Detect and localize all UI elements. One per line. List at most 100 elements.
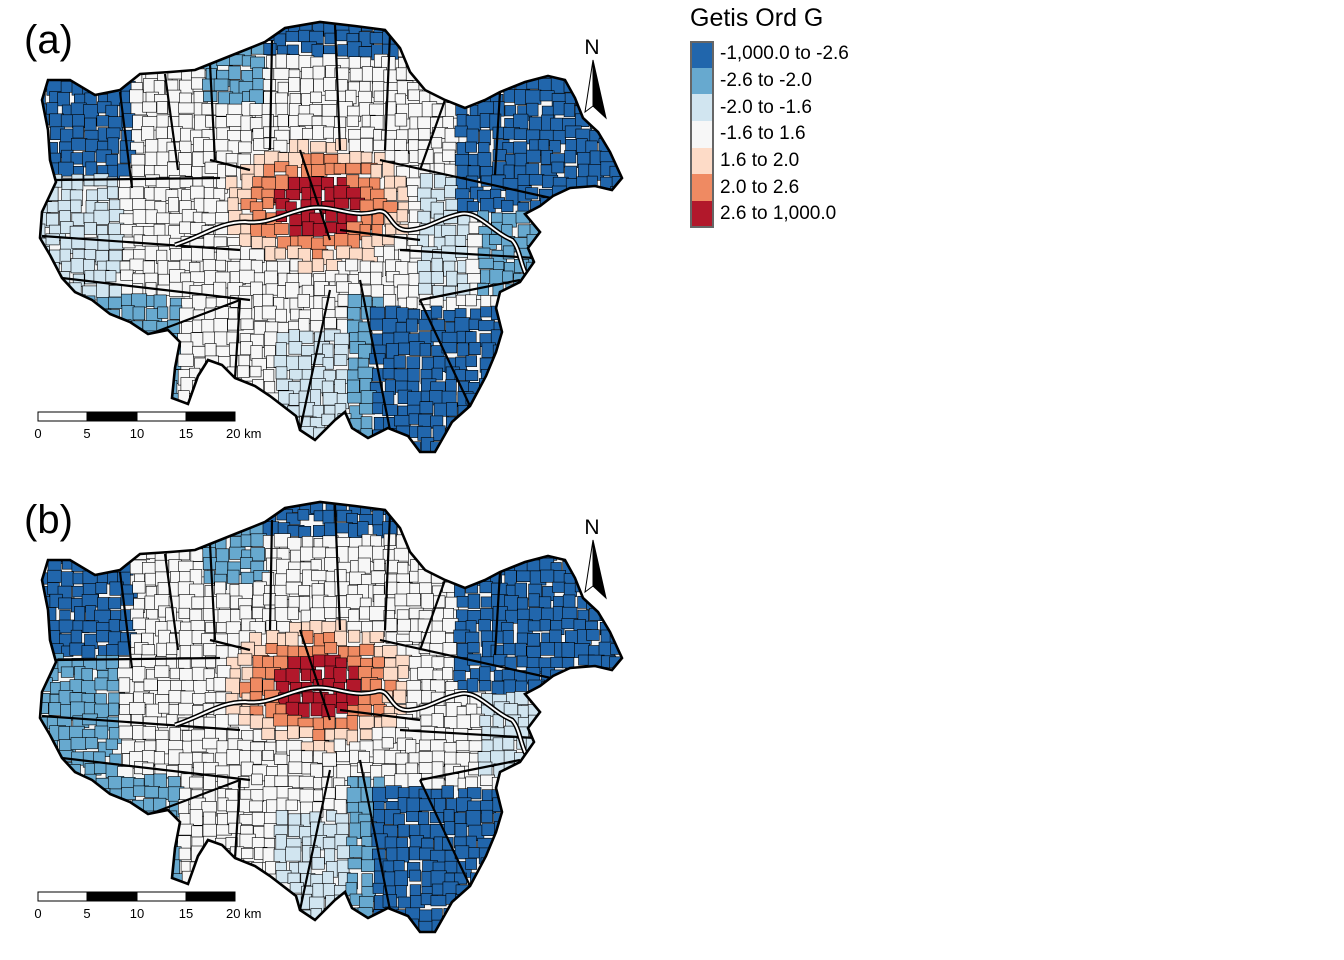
zone-polygon: [213, 78, 229, 92]
london-outline: [38, 20, 624, 454]
zone-polygon: [289, 225, 302, 237]
north-arrow: N: [584, 516, 607, 600]
zone-polygon: [407, 367, 420, 383]
north-arrow-left: [584, 59, 594, 114]
zone-polygon: [383, 69, 398, 85]
zone-polygon: [561, 657, 575, 669]
zone-polygon: [227, 645, 239, 659]
zone-polygon: [190, 271, 206, 283]
zone-polygon: [431, 367, 443, 381]
zone-polygon: [237, 776, 250, 788]
zone-polygon: [287, 725, 300, 740]
zone-polygon: [430, 137, 443, 149]
zone-polygon: [322, 797, 336, 810]
zone-polygon: [322, 883, 336, 898]
borough-boundary: [209, 158, 251, 172]
zone-polygon: [203, 773, 216, 790]
scale-segment: [37, 891, 88, 902]
zone-polygon: [130, 141, 145, 154]
zone-polygon: [393, 689, 407, 704]
scale-tick-label: 10: [130, 426, 144, 441]
zone-polygon: [454, 812, 467, 824]
borough-boundary: [268, 39, 274, 151]
zone-polygon: [419, 909, 433, 922]
zone-polygon: [106, 78, 118, 91]
north-label: N: [584, 516, 599, 539]
borough-boundary: [399, 248, 536, 260]
legend-row: -1.6 to 1.6: [690, 121, 849, 148]
zone-polygon: [441, 785, 454, 799]
zone-polygon: [361, 873, 373, 888]
zone-polygon: [442, 667, 454, 681]
zone-polygon: [82, 620, 99, 633]
zone-polygon: [60, 571, 74, 587]
zone-polygon: [324, 186, 336, 202]
zone-polygon: [141, 644, 155, 657]
borough-boundary: [358, 759, 392, 911]
zone-polygon: [525, 89, 542, 105]
legend-label: 1.6 to 2.0: [720, 150, 800, 172]
zone-polygon: [275, 810, 289, 826]
zone-polygon: [265, 283, 279, 296]
zone-polygon: [227, 103, 245, 116]
zone-polygon: [348, 609, 360, 623]
zone-polygon: [347, 392, 364, 404]
zone-polygon: [250, 56, 265, 70]
zone-polygon: [454, 246, 469, 258]
zone-polygon: [469, 885, 485, 897]
zone-polygon: [324, 522, 337, 537]
zone-polygon: [287, 872, 301, 884]
borough-boundary: [55, 656, 221, 662]
zone-polygon: [132, 581, 146, 594]
zone-polygon: [228, 245, 242, 260]
zone-polygon: [406, 296, 418, 309]
borough-boundary: [298, 769, 332, 911]
zone-polygon: [288, 77, 301, 92]
zone-polygon: [419, 173, 433, 190]
zone-polygon: [465, 369, 479, 381]
zone-polygon: [141, 126, 155, 142]
zone-polygon: [359, 56, 371, 68]
zone-polygon: [394, 870, 408, 887]
zone-polygon: [334, 306, 348, 319]
zone-polygon: [310, 141, 327, 153]
zone-polygon: [465, 355, 477, 367]
zone-polygon: [237, 365, 250, 378]
borough-boundary: [379, 158, 561, 202]
zone-polygon: [481, 809, 493, 823]
zone-polygon: [132, 198, 147, 211]
zone-polygon: [346, 787, 362, 804]
zone-polygon: [470, 308, 482, 321]
zone-polygon: [170, 248, 183, 261]
zone-polygon: [456, 596, 470, 608]
zone-polygon: [250, 222, 263, 237]
zone-polygon: [453, 728, 469, 743]
zone-polygon: [382, 161, 395, 178]
zone-polygon: [526, 102, 539, 117]
zone-polygon: [40, 129, 49, 141]
zone-polygon: [528, 174, 545, 186]
scale-segment: [86, 891, 137, 902]
zone-polygon: [250, 677, 263, 692]
zone-polygon: [333, 354, 348, 366]
zone-polygon: [190, 185, 205, 200]
zone-polygon: [456, 714, 473, 730]
zone-polygon: [213, 139, 230, 153]
zone-polygon: [421, 837, 434, 849]
zone-polygon: [105, 763, 119, 778]
zone-polygon: [360, 138, 374, 154]
zone-polygon: [265, 260, 278, 273]
zone-polygon: [349, 67, 364, 82]
zone-polygon: [477, 282, 490, 296]
zone-polygon: [466, 678, 479, 694]
zone-polygon: [454, 823, 468, 839]
zone-polygon: [262, 293, 274, 307]
borough-boundary: [399, 728, 536, 740]
zone-polygon: [273, 655, 288, 670]
borough-boundary: [383, 33, 392, 151]
zone-polygon: [309, 91, 322, 103]
zone-polygon: [276, 645, 290, 657]
zone-polygon: [502, 630, 514, 645]
scale-segment: [185, 891, 236, 902]
legend-label: -1,000.0 to -2.6: [720, 43, 849, 65]
